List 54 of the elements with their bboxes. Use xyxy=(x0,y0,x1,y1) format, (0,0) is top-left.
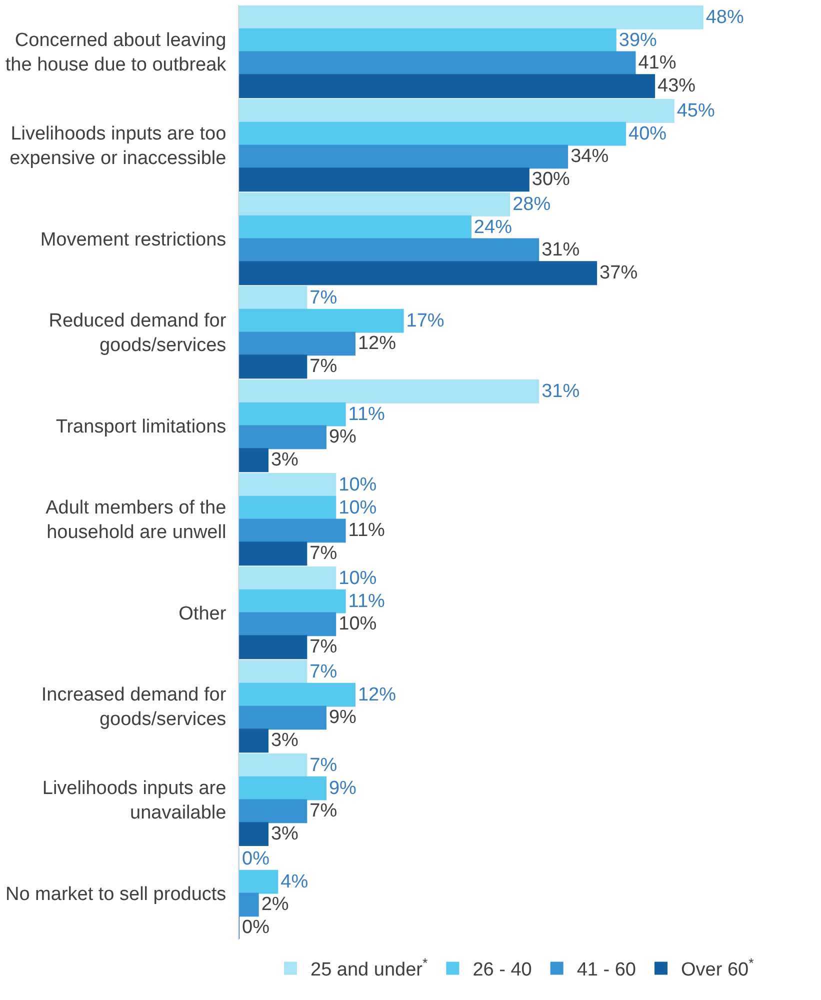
data-label: 7% xyxy=(310,800,338,822)
data-label: 3% xyxy=(270,824,299,845)
y-tick-label: Increased demand for goods/services xyxy=(41,684,227,730)
y-tick-label: Transport limitations xyxy=(56,416,226,438)
data-label: 9% xyxy=(328,778,357,799)
data-label: 7% xyxy=(310,356,338,378)
data-label: 7% xyxy=(310,636,338,658)
data-label: 10% xyxy=(338,568,377,589)
data-label: 31% xyxy=(542,240,580,261)
y-tick-label: Other xyxy=(178,603,227,624)
data-label: 31% xyxy=(542,380,580,402)
data-label: 9% xyxy=(328,707,357,728)
data-label: 7% xyxy=(310,661,338,682)
data-label: 0% xyxy=(242,917,270,938)
data-label: 17% xyxy=(406,310,444,332)
y-tick-label: No market to sell products xyxy=(5,884,226,905)
legend-label: Over 60$^{*}$ xyxy=(681,956,754,981)
data-label: 39% xyxy=(618,30,658,51)
data-label: 30% xyxy=(532,169,570,190)
data-label: 7% xyxy=(310,543,338,564)
data-label: 4% xyxy=(280,871,308,892)
y-tick-label: Movement restrictions xyxy=(40,229,226,250)
data-label: 2% xyxy=(261,894,289,916)
data-label: 41% xyxy=(638,52,676,74)
y-tick-label: Livelihoods inputs are unavailable xyxy=(42,778,226,824)
data-label: 37% xyxy=(600,262,638,284)
data-label: 45% xyxy=(676,100,716,122)
data-label: 40% xyxy=(628,123,667,144)
data-label: 12% xyxy=(358,684,396,706)
data-label: 12% xyxy=(358,333,396,354)
data-label: 28% xyxy=(512,194,551,215)
data-label: 7% xyxy=(310,754,338,776)
y-tick-label: Reduced demand for goods/services xyxy=(48,310,227,356)
data-label: 0% xyxy=(242,848,270,870)
data-label: 9% xyxy=(328,426,357,448)
data-label: 10% xyxy=(338,474,377,496)
data-label: 10% xyxy=(338,497,377,518)
data-label: 11% xyxy=(348,520,386,542)
data-label: 11% xyxy=(348,404,386,425)
data-label: 10% xyxy=(338,614,377,635)
data-label: 11% xyxy=(348,590,386,612)
data-label: 3% xyxy=(270,730,299,752)
legend-label: 26 - 40 xyxy=(472,960,532,981)
data-label: 7% xyxy=(310,287,338,308)
data-label: 24% xyxy=(474,216,512,238)
y-tick-label: Concerned about leaving the house due to outbreak xyxy=(5,30,227,76)
data-label: 43% xyxy=(658,76,696,97)
legend-label: 41 - 60 xyxy=(576,960,636,981)
y-tick-label: Adult members of the household are unwell xyxy=(46,498,226,544)
y-tick-label: Livelihoods inputs are too expensive or inaccessible xyxy=(10,124,226,170)
data-label: 34% xyxy=(570,146,609,168)
legend-label: 25 and under$^{*}$ xyxy=(310,956,428,981)
data-label: 48% xyxy=(706,6,744,28)
data-label: 3% xyxy=(270,450,299,471)
